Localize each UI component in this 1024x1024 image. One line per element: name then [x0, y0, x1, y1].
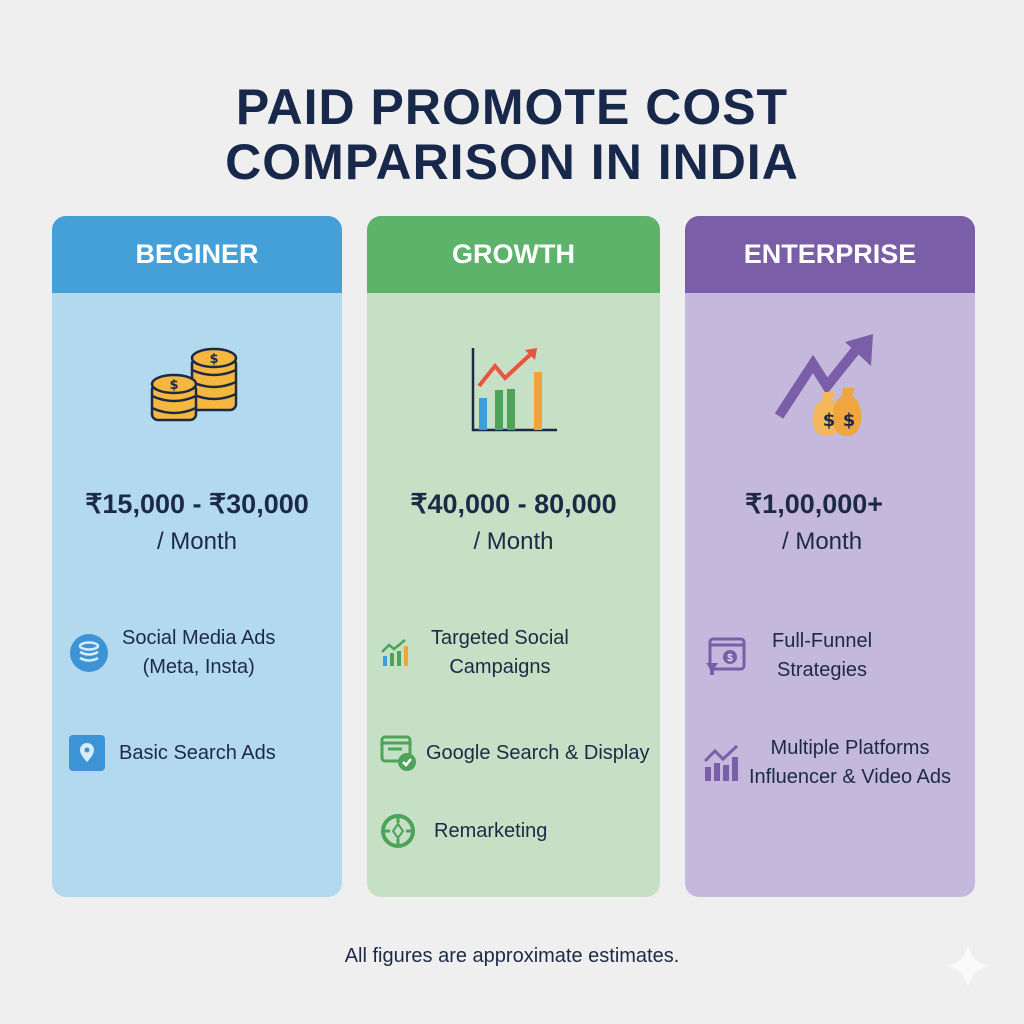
feature-item: Social Media Ads (Meta, Insta)	[70, 624, 275, 682]
svg-text:$: $	[209, 352, 218, 367]
footer-note: All figures are approximate estimates.	[344, 945, 680, 967]
coin-stack-icon: $ $	[52, 336, 342, 426]
feature-label: Targeted Social	[431, 627, 569, 649]
feature-item: Multiple Platforms Influencer & Video Ads	[703, 734, 951, 792]
funnel-dollar-icon: $	[706, 637, 746, 675]
location-pin-icon	[69, 735, 105, 771]
plan-card-beginner: BEGINER $ $ ₹15,000 - ₹30,000 / Month So…	[52, 216, 342, 897]
feature-label-2: Influencer & Video Ads	[749, 766, 951, 788]
feature-label-2: Strategies	[776, 659, 868, 681]
plan-name: BEGINER	[52, 216, 342, 293]
page-title: PAID PROMOTE COST COMPARISON IN INDIA	[0, 80, 1024, 190]
sparkle-icon	[946, 944, 990, 988]
feature-item: $ Full-Funnel Strategies	[706, 627, 872, 685]
feature-item: Targeted Social Campaigns	[381, 624, 569, 682]
layers-icon	[70, 634, 108, 672]
feature-item: Remarketing	[380, 813, 547, 849]
plan-name: ENTERPRISE	[685, 216, 975, 293]
svg-text:$: $	[823, 410, 836, 431]
feature-label: Remarketing	[434, 819, 548, 842]
plan-price: ₹40,000 - 80,000	[410, 489, 617, 519]
plan-period: / Month	[473, 528, 554, 555]
target-icon	[381, 814, 415, 848]
chart-trend-icon	[381, 639, 408, 666]
chart-trend-icon	[703, 744, 739, 781]
plan-price: ₹15,000 - ₹30,000	[85, 489, 309, 519]
feature-item: Google Search & Display	[380, 734, 649, 772]
plan-period: / Month	[782, 528, 863, 555]
svg-text:$: $	[727, 653, 733, 664]
plan-price: ₹1,00,000+	[745, 489, 884, 519]
plan-period: / Month	[156, 528, 238, 555]
money-bags-arrow-icon: $ $	[685, 334, 975, 438]
feature-item: Basic Search Ads	[69, 735, 276, 771]
svg-text:$: $	[843, 410, 856, 431]
title-line-2: COMPARISON IN INDIA	[225, 134, 799, 190]
feature-label: Full-Funnel	[772, 630, 873, 652]
svg-text:$: $	[169, 378, 178, 393]
feature-label: Social Media Ads	[122, 627, 276, 649]
plan-card-growth: GROWTH ₹40,000 - 80,000 / Month Targeted…	[367, 216, 660, 897]
bar-chart-growth-icon	[367, 346, 660, 432]
browser-check-icon	[380, 735, 416, 771]
feature-label: Google Search & Display	[426, 741, 650, 764]
title-line-1: PAID PROMOTE COST	[235, 79, 789, 135]
plan-card-enterprise: ENTERPRISE $ $ ₹1,00,000+ / Month $ Full…	[685, 216, 975, 897]
feature-label: Multiple Platforms	[770, 737, 930, 759]
feature-label-2: Campaigns	[449, 656, 551, 678]
feature-label-2: (Meta, Insta)	[142, 656, 255, 678]
plan-name: GROWTH	[367, 216, 660, 293]
feature-label: Basic Search Ads	[119, 741, 276, 764]
